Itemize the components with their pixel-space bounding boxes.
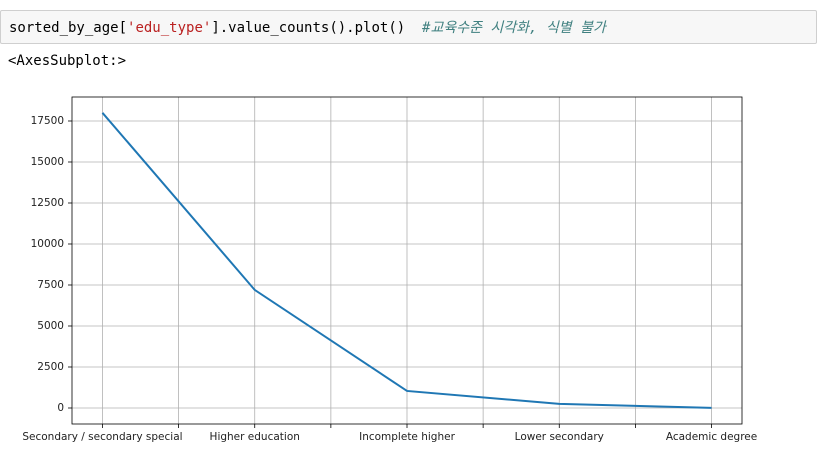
- y-tick-label: 10000: [31, 238, 64, 250]
- x-tick-label: Academic degree: [666, 431, 757, 443]
- y-tick-label: 7500: [37, 279, 64, 291]
- y-tick-label: 17500: [31, 115, 64, 127]
- y-tick-label: 0: [57, 402, 64, 414]
- x-tick-label: Incomplete higher: [359, 431, 455, 443]
- cell-output: <AxesSubplot:>: [8, 53, 127, 69]
- y-tick-label: 5000: [37, 320, 64, 332]
- code: ].value_counts().plot(): [211, 20, 423, 36]
- line: [101, 112, 712, 409]
- y-tick-label: 12500: [31, 197, 64, 209]
- code: sorted_by_age[: [9, 20, 128, 36]
- y-tick-label: 2500: [37, 361, 64, 373]
- x-tick-label: Higher education: [210, 431, 300, 443]
- code-string: 'edu_type': [127, 20, 212, 36]
- code-cell[interactable]: sorted_by_age['edu_type'].value_counts()…: [0, 10, 817, 44]
- axes-frame: [71, 96, 743, 425]
- code-comment: #교육수준 시각화, 식별 불가: [422, 20, 606, 36]
- x-tick-label: Lower secondary: [515, 431, 604, 443]
- y-tick-label: 15000: [31, 156, 64, 168]
- x-tick-label: Secondary / secondary special: [22, 431, 182, 443]
